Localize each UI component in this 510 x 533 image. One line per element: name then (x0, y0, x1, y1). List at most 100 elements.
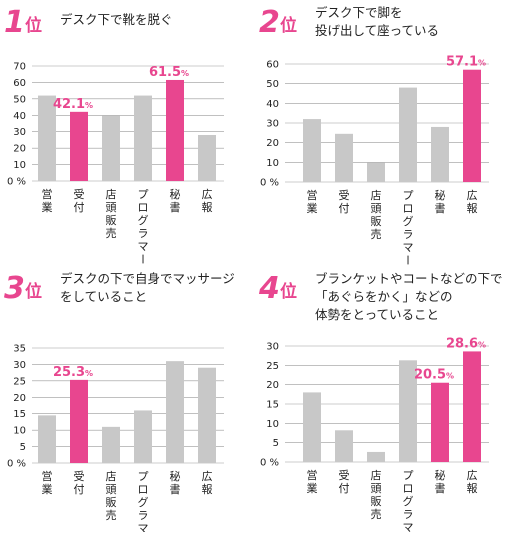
category-label: 営業 (307, 188, 318, 215)
chart-title-line: ブランケットやコートなどの下で (315, 271, 503, 286)
rank-suffix: 位 (25, 15, 42, 36)
rank-number: 3 (4, 271, 25, 306)
rank-number: 2 (259, 5, 280, 40)
bar (335, 133, 353, 182)
bar (134, 410, 152, 463)
rank-number: 1 (4, 5, 25, 40)
bar-chart: 1 位デスク下で靴を脱ぐ0 %10203040506070営業受付店頭販売プログラ… (4, 5, 224, 265)
svg-text:ロ: ロ (403, 482, 414, 495)
svg-text:広: 広 (202, 188, 213, 201)
svg-text:売: 売 (106, 509, 117, 522)
data-label: 25.3% (53, 365, 93, 380)
svg-text:報: 報 (202, 201, 213, 214)
svg-text:ラ: ラ (403, 508, 414, 521)
svg-text:ロ: ロ (403, 202, 414, 215)
y-tick-label: 40 (266, 99, 279, 110)
bar (303, 392, 321, 462)
data-label: 57.1% (446, 55, 486, 70)
highlighted-bar (70, 111, 88, 181)
y-tick-label: 70 (13, 62, 26, 73)
y-tick-label: 0 % (7, 177, 26, 188)
svg-text:頭: 頭 (371, 482, 382, 495)
bar (166, 361, 184, 463)
svg-text:付: 付 (339, 482, 350, 495)
rank-suffix: 位 (280, 15, 297, 36)
y-tick-label: 35 (13, 344, 26, 355)
bar (38, 415, 56, 463)
svg-text:売: 売 (371, 228, 382, 241)
svg-text:業: 業 (307, 202, 318, 215)
bar (335, 430, 353, 462)
chart-title-line: 体勢をとっていること (315, 307, 439, 322)
y-tick-label: 30 (266, 342, 279, 353)
y-tick-label: 0 % (7, 459, 26, 470)
svg-text:報: 報 (467, 202, 478, 215)
svg-text:ラ: ラ (138, 227, 149, 240)
bar (399, 87, 417, 182)
data-label: 20.5% (414, 368, 454, 383)
rank-suffix: 位 (280, 281, 297, 302)
highlighted-bar (463, 351, 481, 462)
svg-text:プ: プ (403, 189, 414, 202)
y-tick-label: 30 (13, 127, 26, 138)
ranking-panel-4: 4 位 ブランケットやコートなどの下で 「あぐらをかく」などの 体勢をとっていること 0 … (255, 266, 510, 532)
bar (198, 367, 216, 463)
svg-text:受: 受 (74, 470, 85, 483)
svg-text:広: 広 (202, 470, 213, 483)
svg-text:書: 書 (170, 200, 181, 214)
highlighted-bar (70, 379, 88, 463)
y-tick-label: 60 (13, 78, 26, 89)
svg-text:頭: 頭 (371, 202, 382, 215)
chart-title-line: デスク下で靴を脱ぐ (60, 12, 173, 27)
chart-title-line: 投げ出して座っている (315, 23, 439, 38)
highlighted-bar (166, 79, 184, 181)
category-label: 受付 (74, 470, 85, 496)
svg-text:グ: グ (403, 214, 414, 228)
svg-text:付: 付 (74, 483, 85, 496)
y-tick-label: 20 (266, 380, 279, 391)
y-tick-label: 10 (266, 158, 279, 169)
svg-text:営: 営 (42, 187, 53, 201)
y-tick-label: 20 (13, 393, 26, 404)
category-label: 広報 (467, 469, 478, 495)
category-label: 営業 (307, 468, 318, 495)
svg-text:報: 報 (467, 482, 478, 495)
svg-text:広: 広 (467, 189, 478, 202)
category-label: 秘書 (170, 187, 181, 214)
bar (367, 162, 385, 182)
bar (134, 95, 152, 181)
chart-title-line: 「あぐらをかく」などの (315, 289, 453, 304)
y-tick-label: 10 (13, 160, 26, 171)
svg-text:グ: グ (138, 495, 149, 509)
svg-text:プ: プ (138, 188, 149, 201)
svg-text:受: 受 (74, 188, 85, 201)
svg-text:ラ: ラ (138, 509, 149, 522)
svg-text:書: 書 (435, 201, 446, 215)
svg-text:付: 付 (339, 202, 350, 215)
svg-text:秘: 秘 (170, 469, 181, 483)
y-tick-label: 60 (266, 60, 279, 71)
y-tick-label: 25 (13, 376, 26, 387)
svg-text:店: 店 (371, 468, 382, 482)
y-tick-label: 10 (266, 419, 279, 430)
chart-title-line: デスクの下で自身でマッサージ (60, 271, 235, 286)
category-label: 営業 (42, 187, 53, 214)
svg-text:秘: 秘 (170, 187, 181, 201)
data-label: 28.6% (446, 336, 486, 351)
svg-text:頭: 頭 (106, 483, 117, 496)
svg-text:業: 業 (307, 482, 318, 495)
svg-text:マ: マ (138, 240, 149, 253)
category-label: 広報 (202, 188, 213, 214)
bar (303, 119, 321, 182)
category-label: 広報 (202, 470, 213, 496)
ranking-panel-1: 1 位デスク下で靴を脱ぐ 0 % 10 20 30 40 50 60 70 営業受付店頭販売プログラ… (0, 0, 255, 266)
svg-text:売: 売 (371, 508, 382, 521)
svg-text:営: 営 (307, 468, 318, 482)
svg-text:書: 書 (170, 482, 181, 496)
